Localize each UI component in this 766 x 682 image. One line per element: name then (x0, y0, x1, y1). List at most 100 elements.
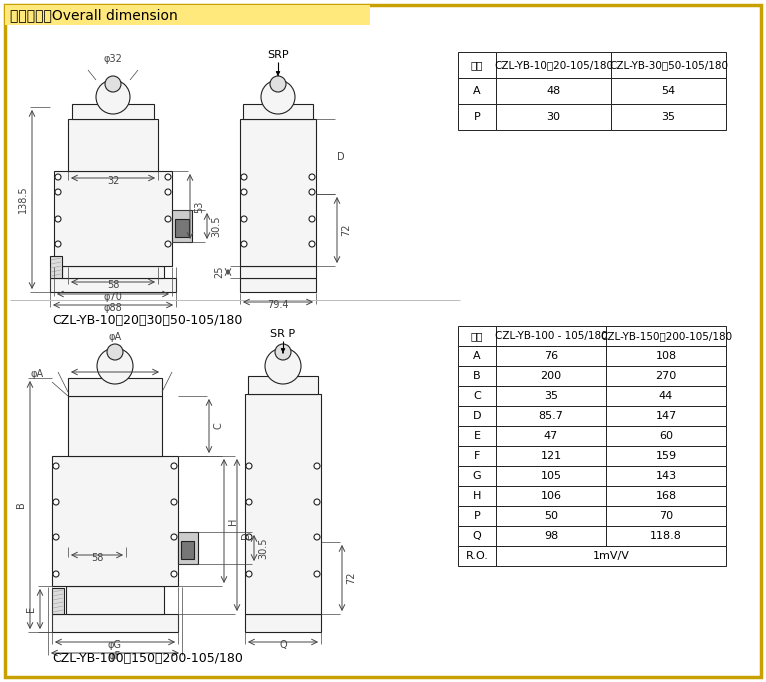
Bar (458, 466, 496, 486)
Text: 30.5: 30.5 (258, 537, 268, 559)
Text: CZL-YB-10、20、30、50-105/180: CZL-YB-10、20、30、50-105/180 (52, 314, 242, 327)
Circle shape (275, 344, 291, 360)
Bar (606, 406, 726, 426)
Circle shape (241, 216, 247, 222)
Text: B: B (16, 502, 26, 508)
Circle shape (241, 241, 247, 247)
Text: 60: 60 (659, 431, 673, 441)
Circle shape (309, 216, 315, 222)
Bar (606, 466, 726, 486)
Bar (496, 104, 611, 130)
Circle shape (246, 499, 252, 505)
Bar (458, 406, 496, 426)
Text: 32: 32 (106, 176, 119, 186)
Text: 98: 98 (544, 531, 558, 541)
Text: H: H (473, 491, 481, 501)
Text: 1mV/V: 1mV/V (593, 551, 630, 561)
Text: CZL-YB-30、50-105/180: CZL-YB-30、50-105/180 (609, 60, 728, 70)
Text: 106: 106 (541, 491, 561, 501)
Text: 48: 48 (546, 86, 561, 96)
Text: CZL-YB-100、150、200-105/180: CZL-YB-100、150、200-105/180 (52, 652, 243, 665)
Text: 72: 72 (341, 224, 351, 236)
Bar (606, 526, 726, 546)
Text: φ32: φ32 (103, 54, 123, 64)
Text: 76: 76 (544, 351, 558, 361)
Bar (606, 426, 726, 446)
Bar (458, 546, 496, 566)
Text: E: E (26, 606, 36, 612)
Bar (52, 614, 178, 632)
Text: 30.5: 30.5 (211, 216, 221, 237)
Bar (496, 406, 606, 426)
Circle shape (55, 189, 61, 195)
Circle shape (53, 499, 59, 505)
Circle shape (171, 463, 177, 469)
Bar (240, 266, 316, 278)
Circle shape (96, 80, 130, 114)
Text: 147: 147 (656, 411, 676, 421)
Bar (606, 506, 726, 526)
Bar (248, 376, 318, 394)
Bar (496, 526, 606, 546)
Bar (243, 104, 313, 119)
Circle shape (53, 463, 59, 469)
Text: CZL-YB-100 - 105/180: CZL-YB-100 - 105/180 (495, 331, 607, 341)
Circle shape (265, 348, 301, 384)
Text: φG: φG (108, 640, 122, 650)
Bar (50, 278, 176, 292)
Text: CZL-YB-150、200-105/180: CZL-YB-150、200-105/180 (600, 331, 732, 341)
Circle shape (309, 189, 315, 195)
Circle shape (171, 534, 177, 540)
Bar (606, 366, 726, 386)
Text: SRP: SRP (267, 50, 289, 60)
Circle shape (314, 499, 320, 505)
Text: G: G (473, 471, 481, 481)
Bar (496, 446, 606, 466)
Text: 型号: 型号 (471, 60, 483, 70)
Text: 105: 105 (541, 471, 561, 481)
Bar (611, 104, 726, 130)
Text: 72: 72 (346, 572, 356, 584)
Text: φA: φA (31, 369, 44, 379)
Text: 58: 58 (91, 553, 103, 563)
Text: F: F (474, 451, 480, 461)
Text: B: B (473, 371, 481, 381)
Bar (68, 119, 158, 171)
Text: 200: 200 (541, 371, 561, 381)
Text: φA: φA (109, 332, 122, 342)
Text: Q: Q (279, 640, 286, 650)
Bar (458, 78, 496, 104)
Text: 30: 30 (546, 112, 561, 122)
Text: A: A (473, 86, 481, 96)
Bar (496, 486, 606, 506)
Bar (240, 278, 316, 292)
Circle shape (309, 241, 315, 247)
Bar (496, 346, 606, 366)
Text: 53: 53 (194, 201, 204, 213)
Bar (72, 104, 154, 119)
Text: P: P (473, 511, 480, 521)
Text: φF: φF (109, 651, 121, 661)
Bar (458, 326, 496, 346)
Text: φ88: φ88 (103, 303, 123, 313)
Text: 143: 143 (656, 471, 676, 481)
Bar (458, 446, 496, 466)
Bar (66, 586, 164, 614)
Text: 型号: 型号 (471, 331, 483, 341)
Bar (62, 266, 164, 278)
Circle shape (246, 463, 252, 469)
Bar (496, 78, 611, 104)
Text: A: A (473, 351, 481, 361)
Bar (52, 456, 178, 586)
Bar (52, 588, 64, 614)
Text: CZL-YB-10、20-105/180: CZL-YB-10、20-105/180 (494, 60, 613, 70)
Circle shape (165, 174, 171, 180)
Circle shape (246, 571, 252, 577)
Bar (458, 486, 496, 506)
Text: 79.4: 79.4 (267, 300, 289, 310)
Text: 70: 70 (659, 511, 673, 521)
Text: D: D (241, 531, 251, 539)
Text: 138.5: 138.5 (18, 186, 28, 213)
Bar (496, 546, 726, 566)
Circle shape (165, 189, 171, 195)
